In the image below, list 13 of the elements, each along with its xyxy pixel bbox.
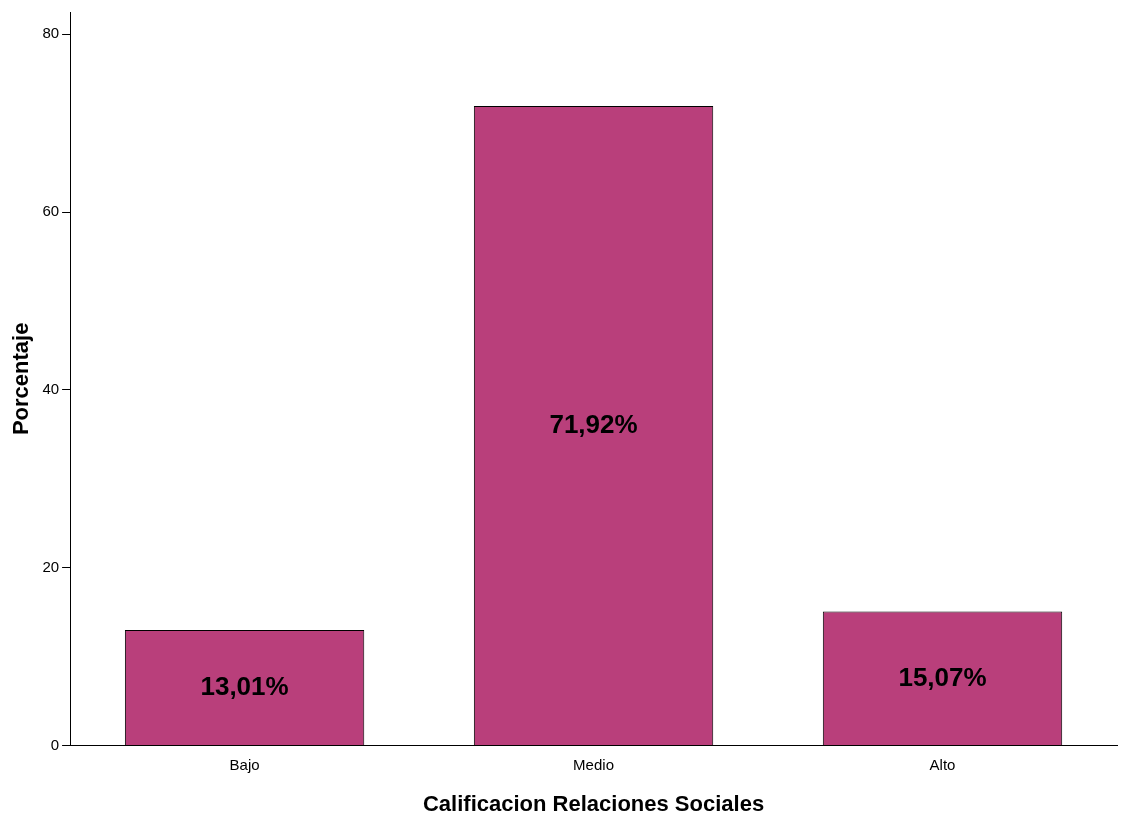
- y-tick-label: 0: [50, 735, 60, 753]
- data-label: 71,92%: [549, 408, 638, 439]
- x-tick-label: Medio: [573, 755, 614, 773]
- data-label: 13,01%: [200, 670, 289, 701]
- x-tick-label: Alto: [929, 755, 956, 773]
- y-tick-label: 40: [42, 380, 60, 398]
- y-axis-title: Porcentaje: [8, 322, 34, 436]
- y-tick-label: 20: [42, 557, 60, 575]
- y-tick-label: 80: [42, 24, 60, 42]
- data-label: 15,07%: [898, 661, 987, 692]
- y-tick-label: 60: [42, 202, 60, 220]
- x-tick-label: Bajo: [229, 755, 260, 773]
- x-axis-title: Calificacion Relaciones Sociales: [422, 790, 765, 816]
